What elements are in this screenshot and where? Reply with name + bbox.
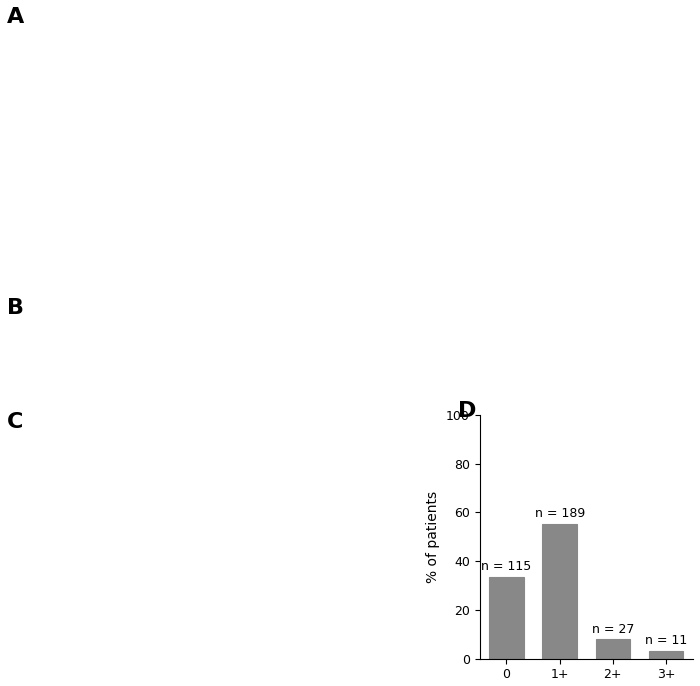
Y-axis label: % of patients: % of patients xyxy=(426,490,440,583)
Text: D: D xyxy=(458,401,477,421)
Text: B: B xyxy=(7,298,24,318)
Text: n = 115: n = 115 xyxy=(482,560,531,573)
Text: n = 27: n = 27 xyxy=(592,623,634,636)
Bar xyxy=(489,577,524,659)
Bar xyxy=(596,639,630,659)
Text: n = 11: n = 11 xyxy=(645,634,687,647)
Text: C: C xyxy=(7,412,23,431)
Text: n = 189: n = 189 xyxy=(535,508,584,520)
Bar xyxy=(542,524,577,659)
Text: A: A xyxy=(7,7,24,27)
Bar xyxy=(649,651,683,659)
